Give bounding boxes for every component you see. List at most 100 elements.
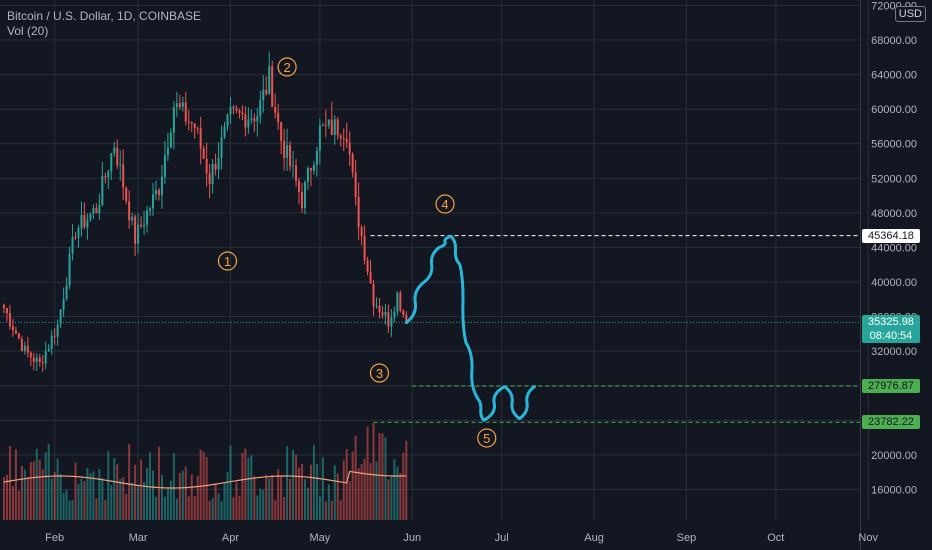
volume-bar [38, 459, 41, 520]
volume-bar [378, 433, 381, 520]
price-tick-label: 20000.00 [871, 450, 917, 462]
level-badge: 45364.18 [862, 228, 920, 243]
volume-bar [14, 449, 17, 520]
candle-body [348, 142, 351, 155]
volume-bar [107, 450, 110, 520]
wave-labels: 1 2 3 4 5 [217, 57, 497, 448]
candle-body [268, 66, 271, 94]
candle-body [23, 345, 26, 351]
candle-body [83, 214, 86, 228]
volume-bar [399, 473, 402, 520]
volume-bar [62, 492, 65, 520]
time-tick-label: Apr [222, 532, 239, 544]
volume-bar [92, 471, 95, 520]
candle-body [342, 137, 345, 139]
volume-bar [169, 480, 172, 520]
level-badge: 23782.22 [862, 415, 920, 430]
candle-body [128, 201, 131, 221]
price-tick-label: 40000.00 [871, 277, 917, 289]
candle-body [65, 285, 68, 299]
candle-body [283, 140, 286, 158]
candle-body [378, 305, 381, 313]
volume-bar [98, 468, 101, 520]
volume-bar [309, 464, 312, 520]
candle-body [38, 357, 41, 363]
candle-body [104, 176, 107, 178]
volume-bar [321, 457, 324, 520]
volume-bar [301, 464, 303, 520]
volume-bar [8, 446, 11, 520]
candle-body [172, 107, 175, 133]
volume-bar [193, 496, 196, 520]
candle-body [253, 118, 256, 122]
candle-body [5, 308, 8, 314]
wave-label-1: 1 [224, 254, 231, 269]
volume-bar [71, 499, 74, 520]
wave-label-2: 2 [283, 60, 290, 75]
volume-bar [205, 456, 208, 520]
volume-bar [384, 437, 387, 520]
volume-bar [17, 490, 20, 520]
candles [3, 51, 408, 372]
volume-bar [256, 495, 259, 520]
volume-bar [146, 467, 149, 520]
candle-body [241, 112, 244, 115]
wave-label-circle [435, 194, 455, 214]
volume-bar [175, 498, 178, 520]
time-axis: Feb Mar Apr May Jun Jul Aug Sep Oct Nov [45, 532, 878, 544]
candle-body [321, 125, 324, 127]
candle-body [178, 103, 181, 108]
candle-body [101, 176, 104, 205]
candle-body [122, 164, 125, 188]
volume-bar [312, 445, 315, 520]
candle-body [44, 351, 47, 364]
volume-bar [181, 470, 184, 520]
volume-bar [354, 435, 357, 520]
volume-bar [286, 446, 289, 520]
candle-body [214, 164, 217, 170]
volume-bar [342, 460, 345, 520]
volume-bar [65, 489, 68, 520]
volume-ma-line [3, 470, 407, 489]
volume-bar [157, 446, 160, 520]
candle-body [292, 165, 295, 167]
currency-button[interactable]: USD [894, 6, 926, 22]
candle-body [247, 119, 250, 128]
candle-body [71, 237, 74, 254]
candle-body [339, 135, 342, 138]
volume-bar [119, 479, 122, 520]
candle-body [8, 313, 11, 327]
volume-bar [292, 449, 295, 520]
wave-label-circle [217, 251, 238, 271]
volume-bar [35, 448, 38, 520]
candle-body [134, 216, 137, 244]
volume-bar [68, 500, 71, 520]
volume-bar [86, 467, 89, 520]
volume-bar [387, 479, 390, 520]
volume-bar [339, 500, 342, 520]
candle-body [229, 106, 232, 115]
volume-bar [80, 478, 83, 520]
volume-bar [327, 484, 330, 520]
volume-bar [396, 466, 399, 520]
candle-body [190, 121, 193, 124]
symbol-title: Bitcoin / U.S. Dollar, 1D, COINBASE [7, 9, 202, 23]
volume-bar [83, 481, 86, 520]
candle-body [163, 155, 166, 177]
volume-bar [289, 478, 292, 520]
candle-body [113, 147, 116, 154]
volume-bar [11, 485, 14, 520]
volume-bar [390, 475, 393, 520]
candle-body [271, 66, 274, 108]
candle-body [262, 89, 265, 100]
candle-body [274, 107, 277, 113]
volume-bar [277, 469, 280, 520]
volume-bar [318, 496, 321, 520]
volume-bar [280, 476, 283, 520]
chart-legend: Bitcoin / U.S. Dollar, 1D, COINBASE Vol … [7, 9, 201, 39]
volume-bar [360, 464, 363, 520]
volume-bar [190, 474, 193, 520]
candle-body [298, 180, 301, 192]
time-tick-label: Jul [495, 532, 509, 544]
